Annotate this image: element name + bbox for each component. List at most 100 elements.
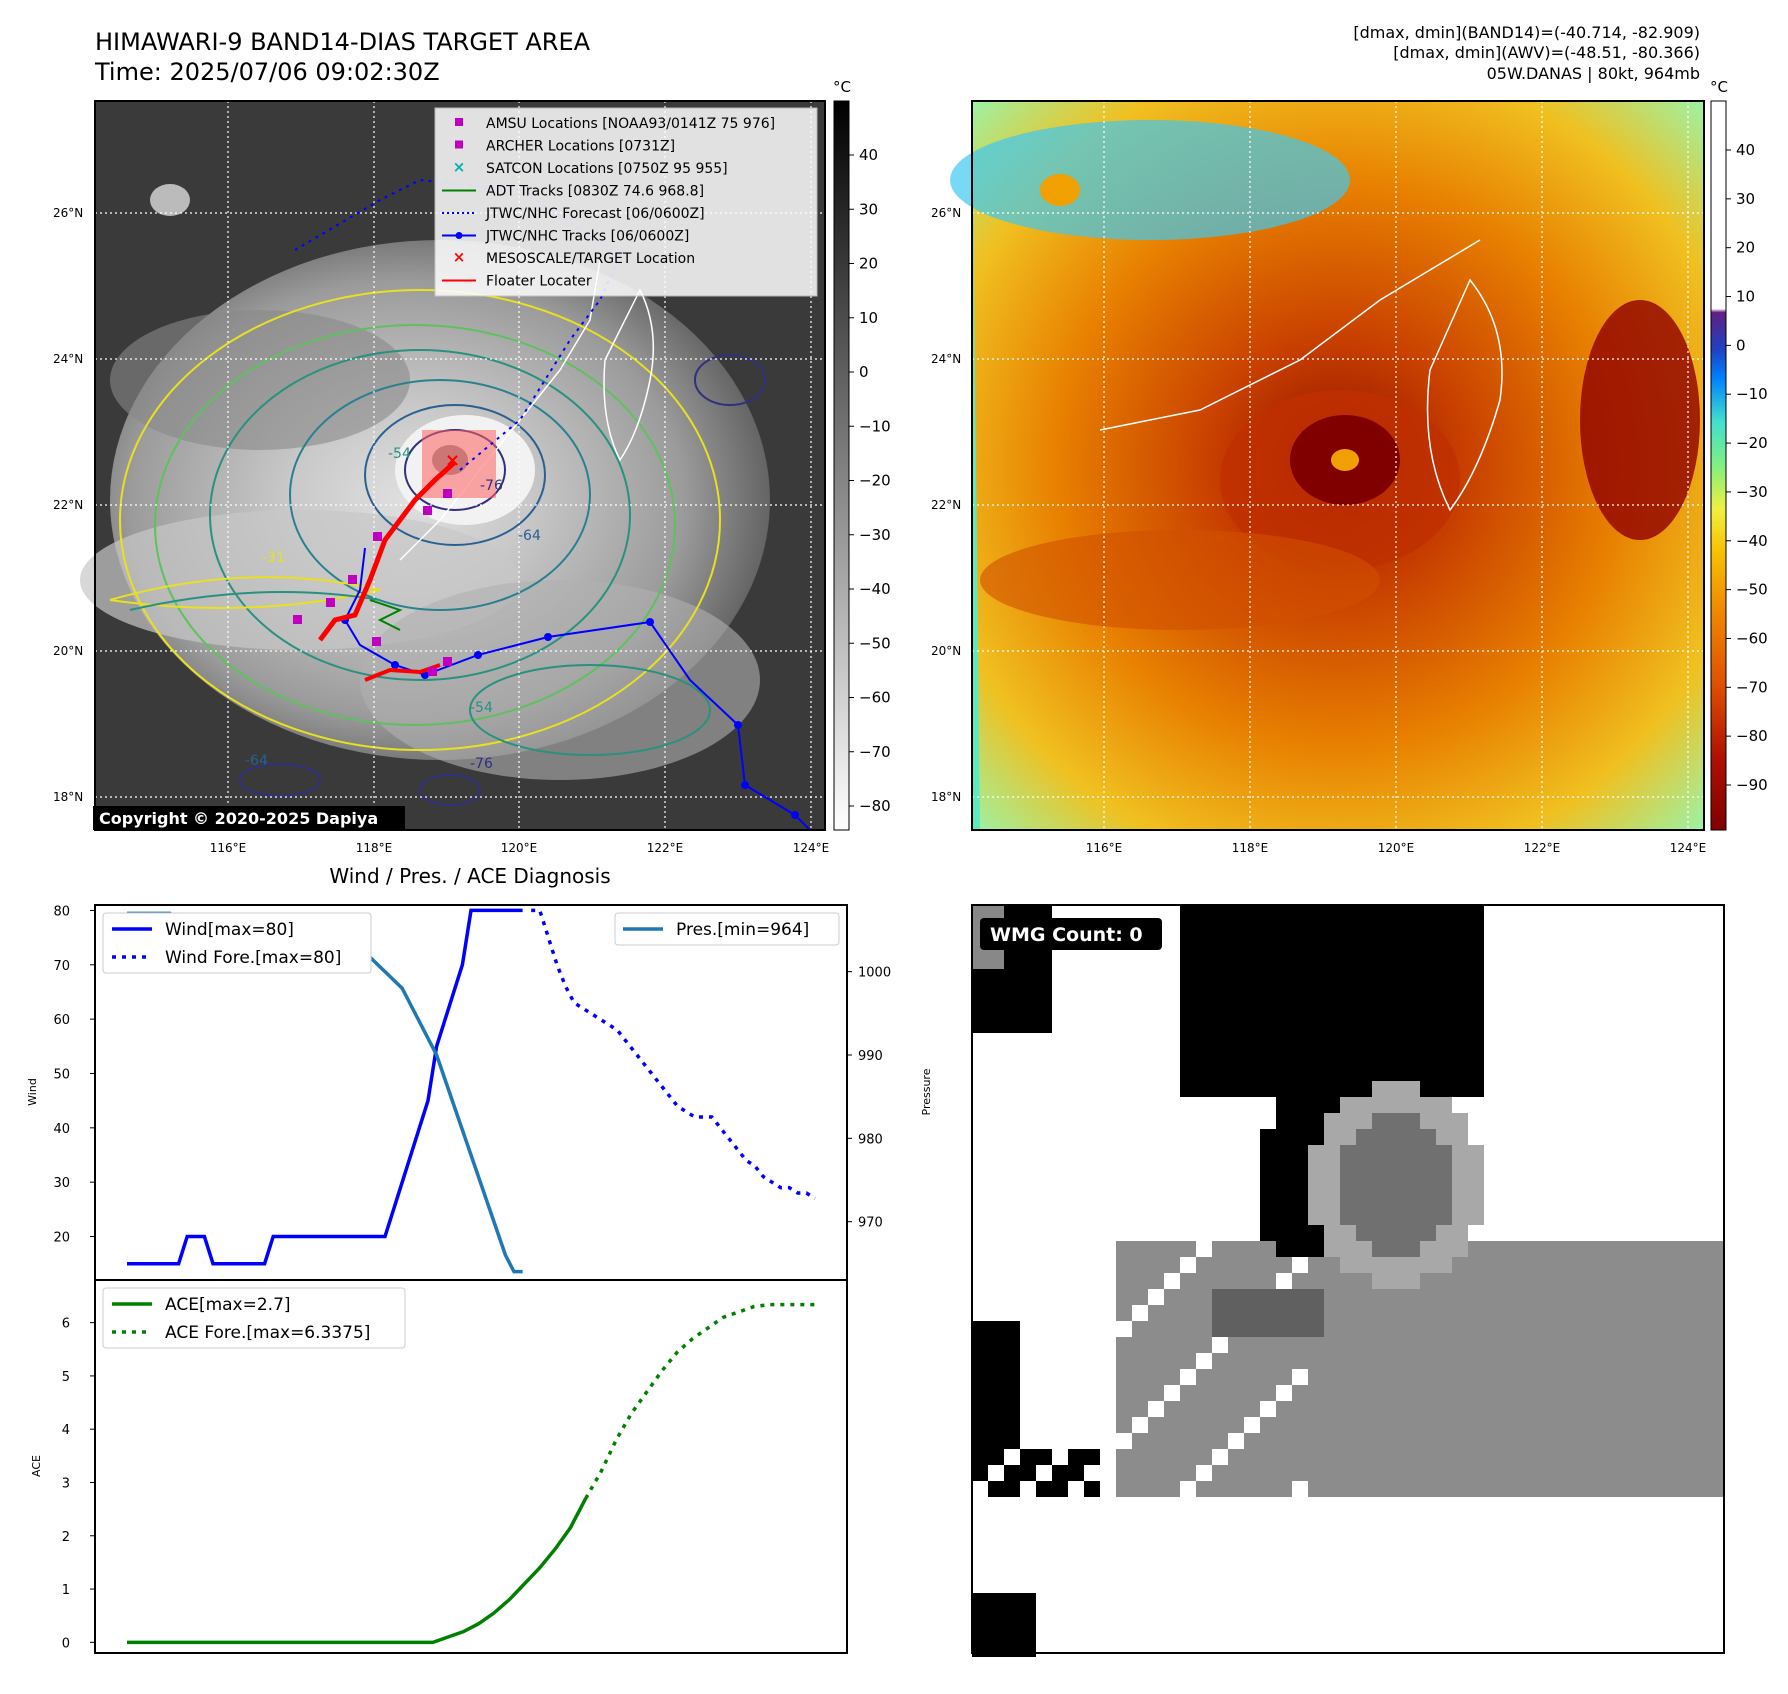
map-legend-item: Floater Locater: [442, 274, 592, 290]
map-legend-item: × SATCON Locations [0750Z 95 955]: [453, 158, 728, 177]
svg-text:ARCHER Locations [0731Z]: ARCHER Locations [0731Z]: [486, 139, 675, 155]
svg-text:120°E: 120°E: [1378, 841, 1415, 855]
colorbar-tick: −50: [859, 634, 891, 652]
colorbar-tick: 40: [859, 146, 878, 164]
wind-tick-label: 70: [53, 959, 70, 974]
colorbar-tick: 0: [1736, 336, 1746, 354]
jtwc-track-line: [343, 547, 811, 831]
colorbar-tick: −30: [1736, 483, 1768, 501]
map2-lon-labels: 116°E 118°E 120°E 122°E 124°E: [1086, 841, 1707, 855]
svg-text:26°N: 26°N: [53, 206, 83, 220]
colorbar-tick: 30: [859, 200, 878, 218]
pressure-tick-label: 990: [858, 1049, 883, 1064]
svg-text:-64: -64: [245, 753, 268, 769]
svg-text:-31: -31: [262, 550, 285, 566]
ace-legend-1: ACE[max=2.7]: [165, 1295, 291, 1315]
map-legend-item: ARCHER Locations [0731Z]: [455, 139, 675, 155]
colorbar-tick: −10: [1736, 385, 1768, 403]
wind-tick-label: 40: [53, 1122, 70, 1137]
wind-legend-2: Wind Fore.[max=80]: [165, 948, 341, 968]
colorbar-tick: −80: [859, 797, 891, 815]
wind-tick-label: 20: [53, 1231, 70, 1246]
svg-text:MESOSCALE/TARGET Location: MESOSCALE/TARGET Location: [486, 251, 695, 267]
colorbar-tick: 40: [1736, 141, 1755, 159]
svg-text:18°N: 18°N: [931, 790, 961, 804]
colorbar-tick: −30: [859, 526, 891, 544]
jtwc-forecast-line: [294, 178, 622, 471]
map-legend: AMSU Locations [NOAA93/0141Z 75 976] ARCH…: [434, 107, 818, 297]
adt-track-line: [369, 599, 403, 631]
ace-tick-label: 2: [62, 1530, 70, 1545]
svg-text:122°E: 122°E: [647, 841, 684, 855]
wind-legend: Wind[max=80] Wind Fore.[max=80]: [102, 912, 372, 974]
svg-text:120°E: 120°E: [501, 841, 538, 855]
svg-text:×: ×: [453, 158, 466, 176]
svg-text:Floater Locater: Floater Locater: [486, 274, 592, 290]
colorbar-tick: 20: [859, 255, 878, 273]
wind-series-line: [127, 908, 523, 1266]
svg-text:-64: -64: [518, 528, 541, 544]
colorbar-tick: −60: [859, 689, 891, 707]
map1-lon-labels: 116°E 118°E 120°E 122°E 124°E: [210, 841, 830, 855]
svg-text:24°N: 24°N: [931, 352, 961, 366]
wind-tick-label: 60: [53, 1013, 70, 1028]
svg-text:116°E: 116°E: [210, 841, 247, 855]
ace-tick-label: 4: [62, 1423, 70, 1438]
copyright-label: Copyright © 2020-2025 Dapiya: [99, 809, 378, 828]
colorbar-tick: 10: [1736, 288, 1755, 306]
ace-tick-label: 1: [62, 1583, 70, 1598]
ace-tick-label: 3: [62, 1476, 70, 1491]
colorbar-tick: −60: [1736, 629, 1768, 647]
colorbar-tick: 0: [859, 363, 869, 381]
wmg-count-label: WMG Count: 0: [990, 924, 1143, 946]
svg-text:AMSU Locations [NOAA93/0141Z 7: AMSU Locations [NOAA93/0141Z 75 976]: [486, 116, 775, 132]
svg-text:-76: -76: [480, 478, 503, 494]
svg-text:JTWC/NHC Forecast [06/0600Z]: JTWC/NHC Forecast [06/0600Z]: [485, 206, 705, 222]
wind-tick-label: 80: [53, 904, 70, 919]
ace-tick-label: 0: [62, 1636, 70, 1651]
svg-text:20°N: 20°N: [53, 644, 83, 658]
ace-legend: ACE[max=2.7] ACE Fore.[max=6.3375]: [102, 1287, 406, 1349]
svg-text:×: ×: [453, 248, 466, 266]
colorbar-right: °C 40 30 20 10 0 −10 −20 −30 −40 −50 −60 −70 −80 −90: [1710, 78, 1768, 831]
svg-text:JTWC/NHC Tracks [06/0600Z]: JTWC/NHC Tracks [06/0600Z]: [485, 229, 689, 245]
wind-tick-label: 50: [53, 1067, 70, 1082]
pres-legend: Pres.[min=964]: [614, 912, 840, 946]
svg-text:24°N: 24°N: [53, 352, 83, 366]
ace-series-line: [584, 1302, 815, 1500]
colorbar-tick: −40: [1736, 532, 1768, 550]
colorbar-tick: −70: [1736, 678, 1768, 696]
wind-tick-label: 30: [53, 1176, 70, 1191]
colorbar-tick: −10: [859, 417, 891, 435]
pressure-tick-label: 980: [858, 1132, 883, 1147]
svg-text:118°E: 118°E: [1232, 841, 1269, 855]
pressure-tick-label: 1000: [858, 966, 891, 981]
wind-legend-1: Wind[max=80]: [165, 920, 294, 940]
svg-text:18°N: 18°N: [53, 790, 83, 804]
svg-text:118°E: 118°E: [356, 841, 393, 855]
svg-text:26°N: 26°N: [931, 206, 961, 220]
figure-title-line1: HIMAWARI-9 BAND14-DIAS TARGET AREA: [95, 28, 591, 56]
colorbar-tick: 30: [1736, 190, 1755, 208]
colorbar-left: °C 40 30 20 10 0 −10 −20 −30 −40 −50 −60 −70 −80: [833, 78, 891, 831]
mesoscale-target-box: [422, 430, 496, 498]
map-legend-item: AMSU Locations [NOAA93/0141Z 75 976]: [455, 116, 775, 132]
svg-text:20°N: 20°N: [931, 644, 961, 658]
svg-text:116°E: 116°E: [1086, 841, 1123, 855]
map2-lat-labels: 26°N 24°N 22°N 20°N 18°N: [931, 206, 961, 804]
colorbar-tick: 20: [1736, 239, 1755, 257]
ace-tick-label: 5: [62, 1370, 70, 1385]
figure-title-line2: Time: 2025/07/06 09:02:30Z: [94, 58, 440, 86]
diag-title: Wind / Pres. / ACE Diagnosis: [329, 864, 610, 888]
map-legend-item: ADT Tracks [0830Z 74.6 968.8]: [442, 184, 704, 200]
info-line-2: [dmax, dmin](AWV)=(-48.51, -80.366): [1393, 43, 1700, 62]
info-line-3: 05W.DANAS | 80kt, 964mb: [1487, 64, 1700, 83]
wind-series-line: [531, 908, 816, 1200]
colorbar-tick: −40: [859, 580, 891, 598]
map-legend-item: JTWC/NHC Forecast [06/0600Z]: [442, 206, 705, 222]
ace-tick-label: 6: [62, 1317, 70, 1332]
svg-text:122°E: 122°E: [1524, 841, 1561, 855]
svg-text:×: ×: [445, 450, 460, 471]
svg-text:124°E: 124°E: [1670, 841, 1707, 855]
